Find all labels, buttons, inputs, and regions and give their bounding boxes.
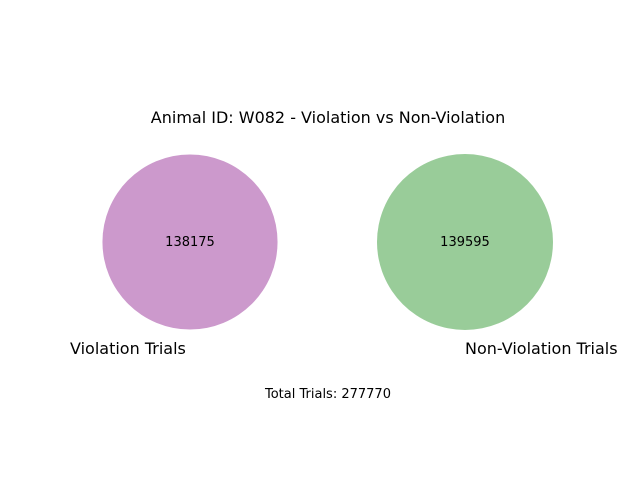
total-trials-text: Total Trials: 277770 [264, 387, 391, 402]
venn-circles [102, 154, 553, 330]
venn-labels: Violation Trials Non-Violation Trials [70, 339, 618, 358]
chart-title: Animal ID: W082 - Violation vs Non-Viola… [151, 108, 505, 127]
venn-values: 138175 139595 [165, 235, 490, 250]
venn-circle-non-violation-trials [377, 154, 553, 330]
venn-label-non-violation-trials: Non-Violation Trials [465, 339, 618, 358]
venn-circle-violation-trials [102, 154, 278, 330]
venn-value-non-violation-trials: 139595 [440, 235, 490, 250]
venn-label-violation-trials: Violation Trials [70, 339, 186, 358]
venn-value-violation-trials: 138175 [165, 235, 215, 250]
